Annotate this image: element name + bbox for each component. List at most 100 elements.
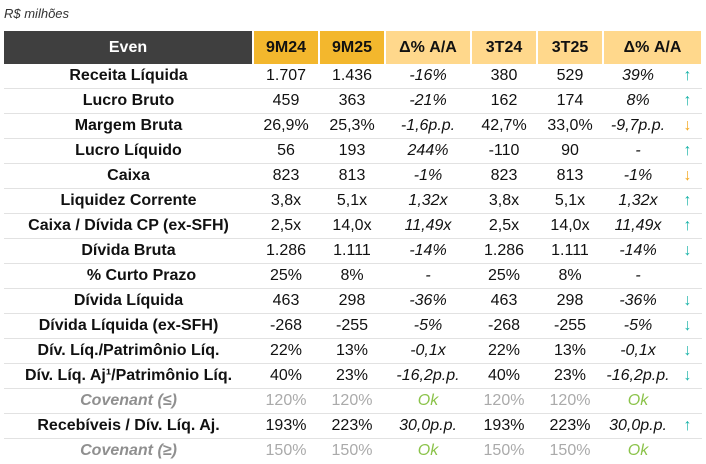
table-row: Receita Líquida 1.707 1.436 -16% 380 529 39% ↑ [4,64,703,89]
delta-9m: -21% [385,88,471,114]
value-9m24: 2,5x [253,213,319,239]
row-label: Dívida Bruta [4,238,253,264]
value-3t25: 813 [537,163,603,189]
table-row: Dív. Líq./Patrimônio Líq. 22% 13% -0,1x 22% 1… [4,338,703,364]
value-3t25: 23% [537,363,603,389]
header-company: Even [4,31,254,64]
table-row: Dívida Líquida 463 298 -36% 463 298 -36% ↓ [4,288,703,314]
table-row: Caixa 823 813 -1% 823 813 -1% ↓ [4,163,703,189]
delta-9m: 244% [385,138,471,164]
value-9m24: 56 [253,138,319,164]
value-3t25: 5,1x [537,188,603,214]
value-9m24: 25% [253,263,319,289]
delta-3t: -16,2p.p. [603,363,673,389]
arrow-down-warning-icon: ↓ [673,163,703,189]
table-row: Covenant (≥) 150% 150% Ok 150% 150% Ok [4,439,702,464]
value-3t24: 22% [471,338,537,364]
empty-trend-cell [673,388,703,414]
table-row: Recebíveis / Dív. Líq. Aj. 193% 223% 30,0p.… [4,413,703,439]
header-delta-3t: Δ% A/A [603,31,704,64]
delta-3t: Ok [603,388,673,414]
table-row: Dívida Líquida (ex-SFH) -268 -255 -5% -268 -2… [4,313,703,339]
value-3t24: 2,5x [471,213,537,239]
header-3t24: 3T24 [471,31,538,64]
delta-3t: 39% [603,64,673,89]
row-label: Caixa [4,163,253,189]
table-row: % Curto Prazo 25% 8% -25% 8% - [4,263,703,289]
value-3t25: 13% [537,338,603,364]
value-3t24: -110 [471,138,537,164]
table-caption: R$ milhões [4,6,70,21]
value-9m24: 463 [253,288,319,314]
arrow-down-icon: ↓ [673,363,703,389]
row-label: Liquidez Corrente [4,188,253,214]
delta-9m: -16,2p.p. [385,363,471,389]
table-row: Liquidez Corrente 3,8x 5,1x 1,32x 3,8x 5,1x 1,… [4,188,703,214]
value-9m24: 1.707 [253,64,319,89]
row-label: Covenant (≤) [4,388,253,414]
delta-3t: 11,49x [603,213,673,239]
value-9m25: -255 [319,313,385,339]
delta-3t: -0,1x [603,338,673,364]
row-label: Covenant (≥) [80,442,177,459]
value-3t25: -255 [537,313,603,339]
arrow-down-warning-icon: ↓ [673,113,703,139]
header-row: Even 9M24 9M25 Δ% A/A 3T24 3T25 Δ% A/A [4,31,704,64]
empty-trend-cell [673,263,703,289]
value-9m25: 120% [319,388,385,414]
value-9m24: 459 [253,88,319,114]
delta-9m: -0,1x [385,338,471,364]
delta-3t: - [603,263,673,289]
value-3t25: 1.111 [537,238,603,264]
delta-9m: 30,0p.p. [385,413,471,439]
delta-3t: 8% [603,88,673,114]
value-3t24: 40% [471,363,537,389]
value-9m24: 120% [253,388,319,414]
value-9m25: 5,1x [319,188,385,214]
delta-9m: -16% [385,64,471,89]
value-9m25: 13% [319,338,385,364]
value-9m24: 22% [253,338,319,364]
arrow-up-icon: ↑ [673,213,703,239]
arrow-up-icon: ↑ [673,64,703,89]
row-label: Lucro Bruto [4,88,253,114]
arrow-up-icon: ↑ [673,413,703,439]
delta-9m: - [385,263,471,289]
row-label: Margem Bruta [4,113,253,139]
value-3t24: 823 [471,163,537,189]
delta-9m: Ok [385,388,471,414]
value-3t25: 33,0% [537,113,603,139]
value-9m24: 1.286 [253,238,319,264]
arrow-down-icon: ↓ [673,288,703,314]
delta-3t: -36% [603,288,673,314]
value-9m25: 23% [319,363,385,389]
value-3t24: 25% [471,263,537,289]
delta-3t: -1% [603,163,673,189]
row-label: Receita Líquida [4,64,253,89]
value-9m25: 150% [331,442,373,459]
header-3t25: 3T25 [537,31,604,64]
value-3t24: 1.286 [471,238,537,264]
financial-table: Even 9M24 9M25 Δ% A/A 3T24 3T25 Δ% A/A R… [4,31,704,464]
delta-9m: -1% [385,163,471,189]
table-row: Covenant (≤) 120% 120% Ok 120% 120% Ok [4,388,703,414]
value-3t24: 150% [483,442,525,459]
row-label: Caixa / Dívida CP (ex-SFH) [4,213,253,239]
value-3t25: 298 [537,288,603,314]
value-3t25: 223% [537,413,603,439]
value-3t25: 150% [549,442,591,459]
header-9m24: 9M24 [253,31,320,64]
table-row: Dív. Líq. Aj¹/Patrimônio Líq. 40% 23% -16,2… [4,363,703,389]
value-3t25: 120% [537,388,603,414]
table-body: Receita Líquida 1.707 1.436 -16% 380 529 39% ↑ L… [4,64,703,464]
table-row: Dívida Bruta 1.286 1.111 -14% 1.286 1.111 -14%… [4,238,703,264]
value-9m24: 823 [253,163,319,189]
value-9m24: 150% [265,442,307,459]
delta-3t: -9,7p.p. [603,113,673,139]
row-label: % Curto Prazo [4,263,253,289]
arrow-up-icon: ↑ [673,138,703,164]
value-3t25: 14,0x [537,213,603,239]
value-9m24: 193% [253,413,319,439]
value-3t24: 42,7% [471,113,537,139]
value-9m25: 8% [319,263,385,289]
